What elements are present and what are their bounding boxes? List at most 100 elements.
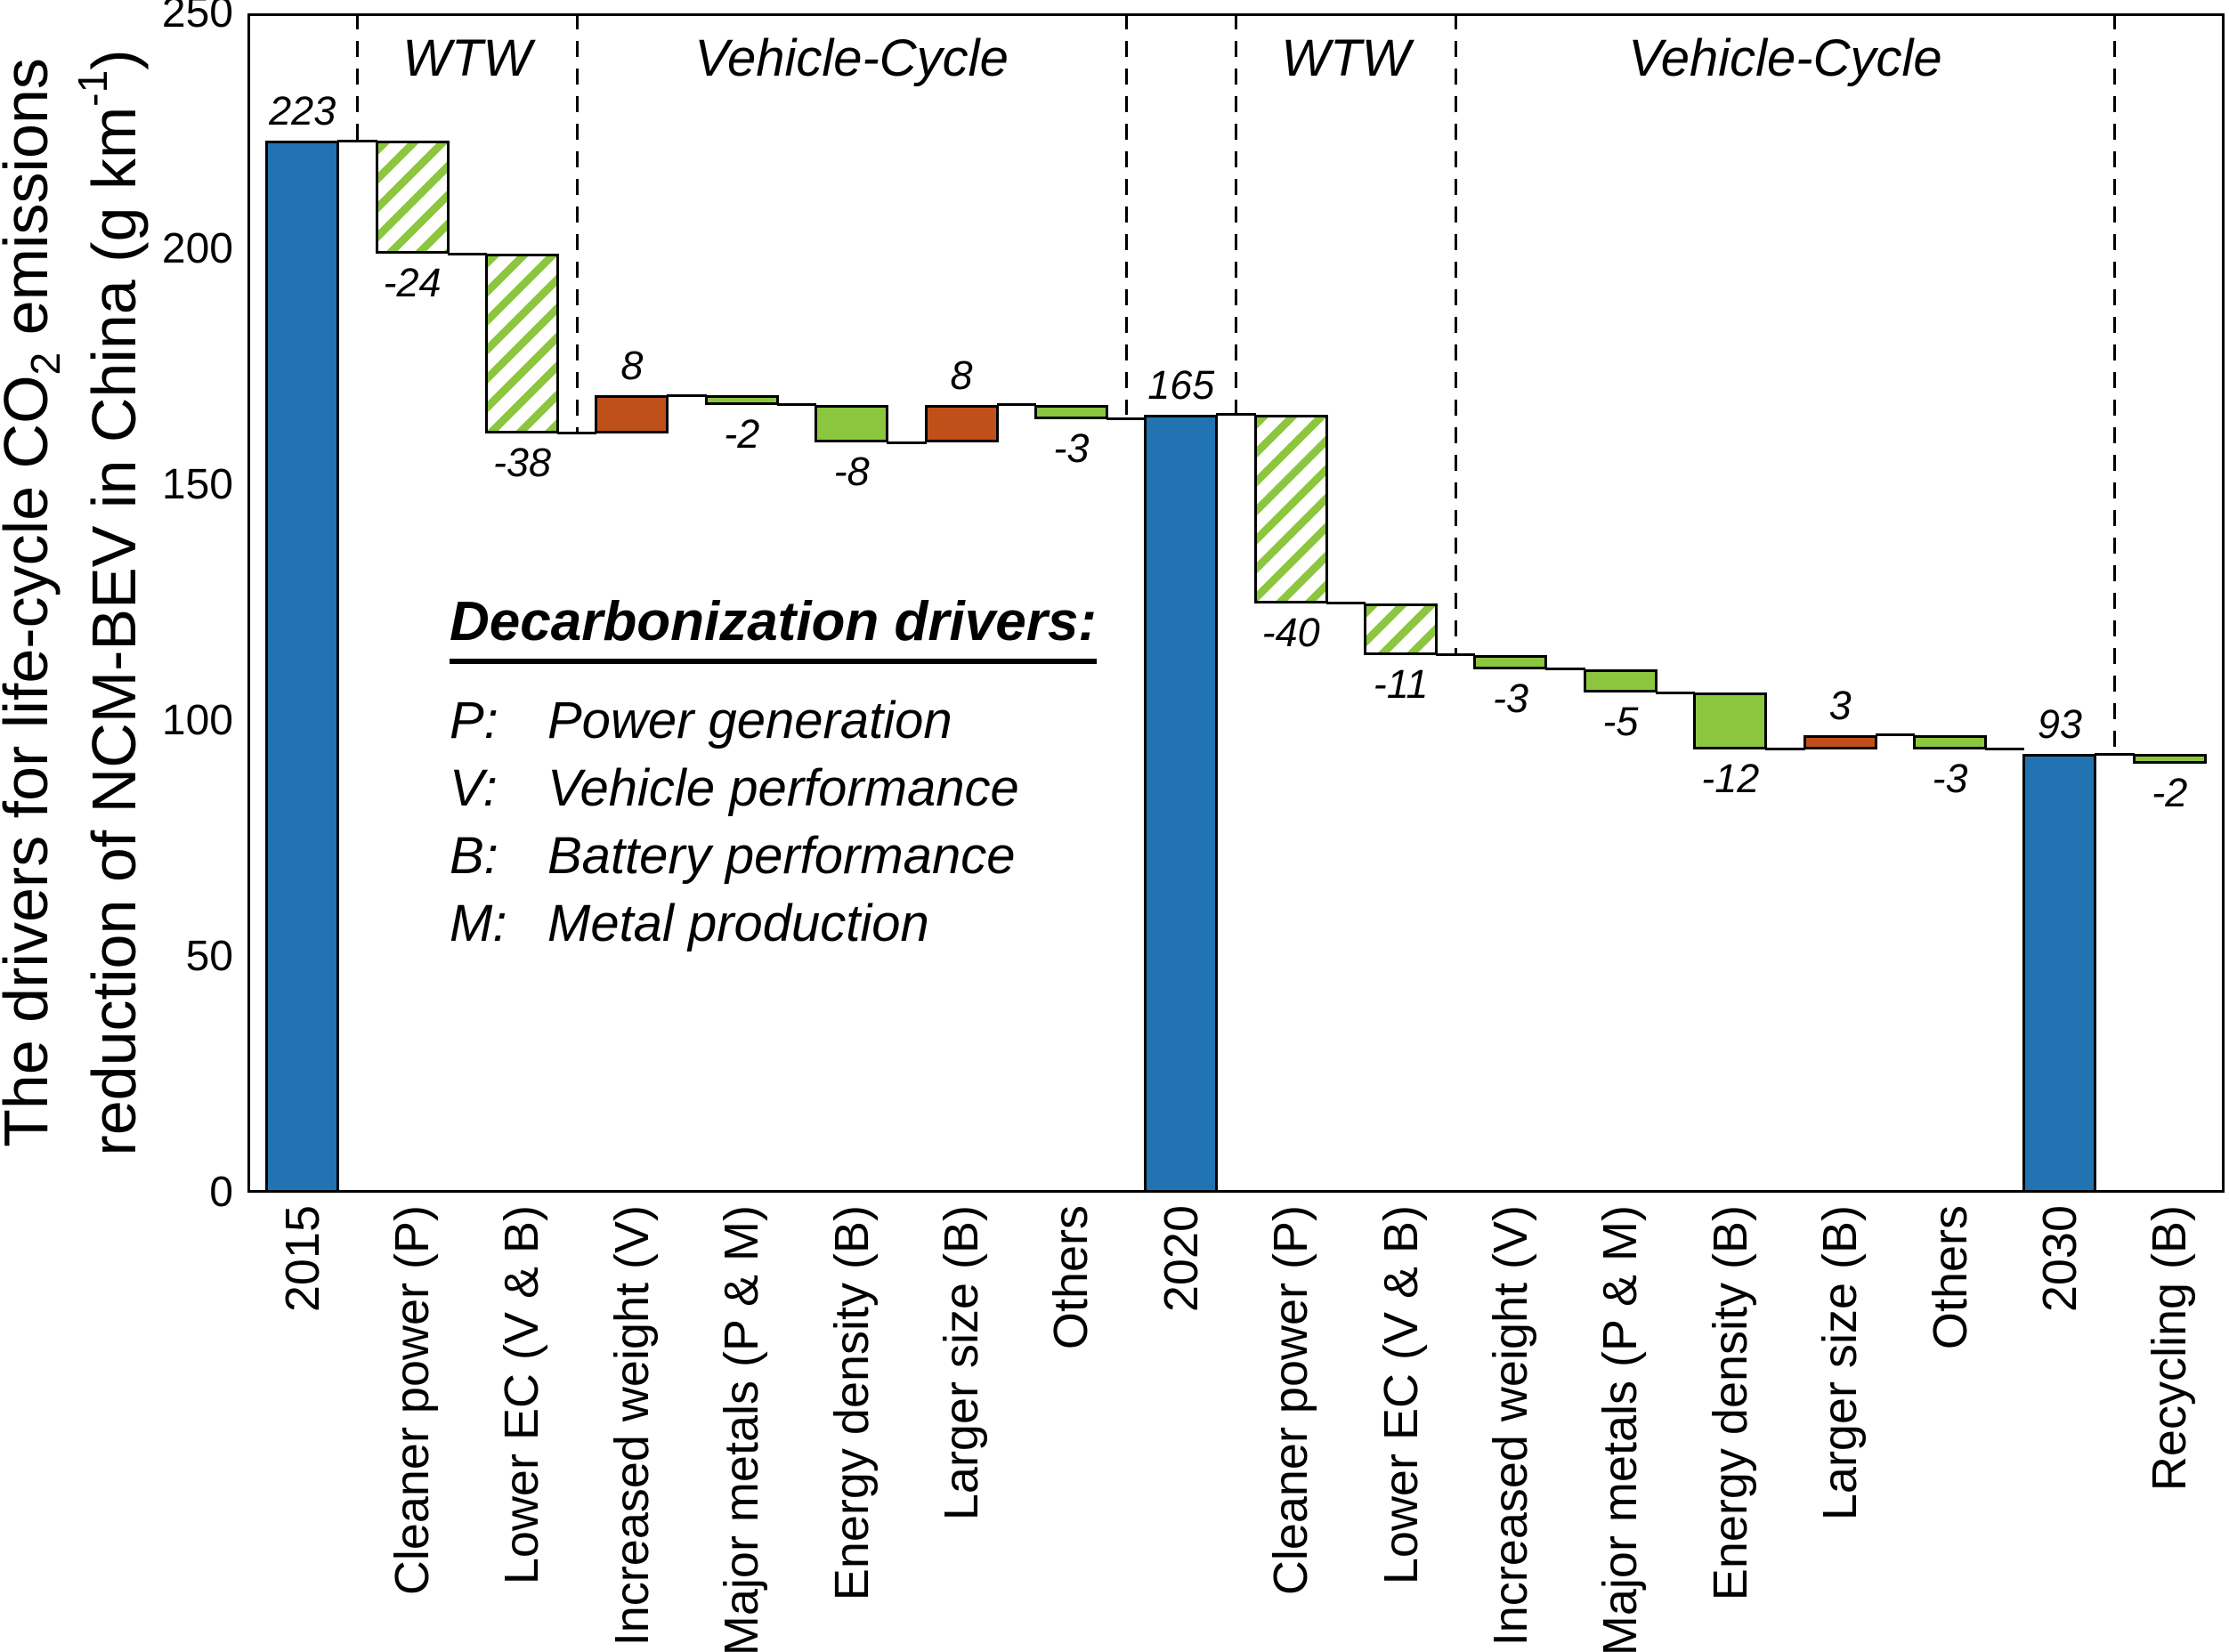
legend-item-label: Vehicle performance bbox=[547, 759, 1019, 817]
legend-title: Decarbonization drivers: bbox=[450, 591, 1097, 664]
x-axis-category-label: 2015 bbox=[275, 1205, 329, 1313]
connector-line bbox=[1106, 417, 1147, 421]
connector-line bbox=[337, 139, 377, 142]
bar-total bbox=[2022, 754, 2097, 1193]
value-label: -3 bbox=[1492, 675, 1528, 721]
value-label: 8 bbox=[620, 343, 644, 389]
value-label: -40 bbox=[1261, 609, 1320, 655]
separator-dashed-line bbox=[1235, 13, 1237, 415]
connector-line bbox=[1545, 668, 1585, 671]
legend-item-key: B: bbox=[450, 827, 498, 885]
bar-total bbox=[265, 141, 340, 1193]
legend-item: P: Power generation bbox=[450, 687, 1097, 755]
x-axis-category-label: Larger size (B) bbox=[1813, 1205, 1868, 1521]
section-header: WTW bbox=[402, 29, 532, 87]
value-label: 93 bbox=[2037, 701, 2082, 748]
value-label: -3 bbox=[1053, 425, 1090, 471]
bar-increase bbox=[924, 404, 999, 443]
legend-item: V: Vehicle performance bbox=[450, 755, 1097, 822]
y-tick-label: 200 bbox=[161, 225, 233, 272]
bar-decrease bbox=[1693, 692, 1768, 749]
separator-dashed-line bbox=[1124, 13, 1128, 415]
legend-item-key: M: bbox=[450, 895, 507, 952]
legend-item-key: P: bbox=[450, 692, 498, 749]
separator-dashed-line bbox=[355, 13, 359, 142]
y-tick-label: 50 bbox=[185, 933, 233, 980]
x-axis-category-label: 2030 bbox=[2032, 1205, 2087, 1313]
value-label: -3 bbox=[1932, 755, 1968, 801]
connector-line bbox=[556, 432, 597, 435]
legend-item-label: Power generation bbox=[547, 692, 952, 749]
value-label: -5 bbox=[1602, 699, 1639, 745]
bar-decrease bbox=[1033, 404, 1108, 419]
value-label: 223 bbox=[269, 88, 336, 134]
value-label: 3 bbox=[1828, 682, 1852, 728]
legend-item: B: Battery performance bbox=[450, 822, 1097, 890]
bar-decrease bbox=[704, 395, 779, 405]
value-label: -2 bbox=[2152, 769, 2188, 815]
bar-decrease bbox=[1583, 668, 1658, 693]
bar-decrease_hatch bbox=[1253, 414, 1328, 603]
y-tick-label: 0 bbox=[209, 1169, 233, 1216]
x-axis-category-label: Energy density (B) bbox=[1703, 1205, 1757, 1601]
x-axis-category-label: Lower EC (V & B) bbox=[495, 1205, 549, 1585]
section-header: Vehicle-Cycle bbox=[1628, 29, 1942, 87]
value-label: 165 bbox=[1147, 361, 1215, 408]
value-label: -24 bbox=[383, 260, 442, 306]
legend-items: P: Power generation V: Vehicle performan… bbox=[450, 687, 1097, 958]
connector-line bbox=[667, 393, 707, 397]
value-label: -2 bbox=[724, 410, 760, 457]
connector-line bbox=[1216, 413, 1256, 416]
bar-decrease bbox=[815, 404, 889, 443]
bar-decrease bbox=[1473, 654, 1548, 669]
legend-item-label: Metal production bbox=[547, 895, 929, 952]
separator-dashed-line bbox=[575, 13, 579, 433]
bar-decrease_hatch bbox=[1364, 603, 1439, 655]
legend: Decarbonization drivers: P: Power genera… bbox=[450, 591, 1097, 958]
bar-decrease bbox=[1913, 734, 1988, 749]
x-axis-category-label: Others bbox=[1044, 1205, 1098, 1350]
bar-total bbox=[1144, 414, 1219, 1193]
legend-item-label: Battery performance bbox=[547, 827, 1016, 885]
connector-line bbox=[996, 403, 1036, 407]
value-label: -38 bbox=[492, 439, 551, 485]
bar-decrease_hatch bbox=[375, 141, 450, 255]
y-tick-label: 100 bbox=[161, 697, 233, 744]
connector-line bbox=[1985, 748, 2025, 751]
y-tick-label: 250 bbox=[161, 0, 233, 36]
connector-line bbox=[1325, 602, 1366, 604]
x-axis-category-label: Increased weight (V) bbox=[604, 1205, 659, 1647]
separator-dashed-line bbox=[2113, 13, 2117, 755]
x-axis-category-label: Larger size (B) bbox=[935, 1205, 989, 1521]
x-axis-category-label: Major metals (P & M) bbox=[715, 1205, 769, 1652]
connector-line bbox=[447, 252, 487, 255]
section-header: WTW bbox=[1281, 29, 1411, 87]
connector-line bbox=[2095, 752, 2135, 756]
bar-decrease_hatch bbox=[484, 254, 559, 433]
connector-line bbox=[1875, 733, 1915, 737]
value-label: -12 bbox=[1701, 755, 1760, 801]
connector-line bbox=[1765, 748, 1805, 751]
bar-increase bbox=[595, 395, 669, 433]
y-tick-label: 150 bbox=[161, 461, 233, 508]
legend-item: M: Metal production bbox=[450, 890, 1097, 958]
value-label: -11 bbox=[1373, 660, 1429, 707]
value-label: -8 bbox=[833, 449, 870, 495]
bar-decrease bbox=[2132, 754, 2207, 764]
legend-item-key: V: bbox=[450, 759, 498, 817]
x-axis-category-label: Energy density (B) bbox=[824, 1205, 879, 1601]
x-axis-category-label: Increased weight (V) bbox=[1483, 1205, 1537, 1647]
x-axis-category-label: Cleaner power (P) bbox=[385, 1205, 440, 1596]
connector-line bbox=[887, 441, 927, 444]
connector-line bbox=[1655, 691, 1696, 694]
x-axis-category-label: Others bbox=[1923, 1205, 1977, 1350]
x-axis-category-label: Major metals (P & M) bbox=[1593, 1205, 1648, 1652]
x-axis-category-label: Lower EC (V & B) bbox=[1374, 1205, 1428, 1585]
value-label: 8 bbox=[950, 352, 973, 398]
bar-increase bbox=[1803, 734, 1877, 749]
connector-line bbox=[776, 403, 817, 407]
x-axis-category-label: 2020 bbox=[1154, 1205, 1208, 1313]
x-axis-category-label: Cleaner power (P) bbox=[1264, 1205, 1318, 1596]
y-axis-label-line-2: reduction of NCM-BEV in China (g km-1) bbox=[69, 49, 149, 1156]
